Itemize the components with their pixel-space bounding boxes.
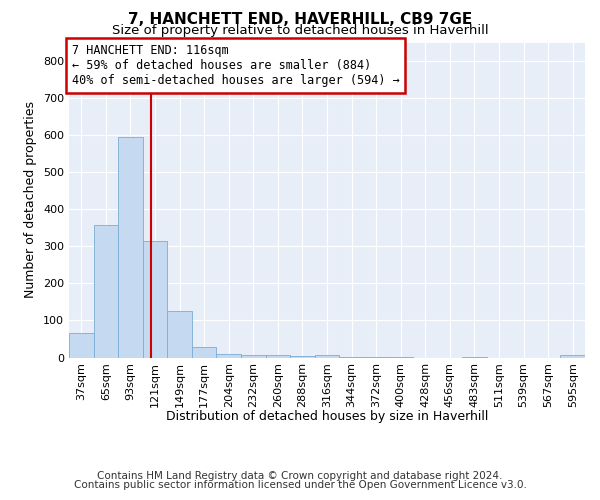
Text: 7, HANCHETT END, HAVERHILL, CB9 7GE: 7, HANCHETT END, HAVERHILL, CB9 7GE: [128, 12, 472, 28]
Bar: [94, 225, 118, 358]
Bar: [266, 354, 290, 358]
Bar: [118, 136, 143, 358]
Bar: [290, 356, 315, 358]
Bar: [560, 354, 585, 358]
Bar: [167, 311, 192, 358]
Y-axis label: Number of detached properties: Number of detached properties: [25, 102, 37, 298]
Bar: [241, 354, 266, 358]
Bar: [217, 354, 241, 358]
X-axis label: Distribution of detached houses by size in Haverhill: Distribution of detached houses by size …: [166, 410, 488, 424]
Bar: [315, 354, 339, 358]
Bar: [69, 334, 94, 357]
Bar: [192, 347, 217, 358]
Text: Contains HM Land Registry data © Crown copyright and database right 2024.: Contains HM Land Registry data © Crown c…: [97, 471, 503, 481]
Text: 7 HANCHETT END: 116sqm
← 59% of detached houses are smaller (884)
40% of semi-de: 7 HANCHETT END: 116sqm ← 59% of detached…: [71, 44, 400, 87]
Text: Contains public sector information licensed under the Open Government Licence v3: Contains public sector information licen…: [74, 480, 526, 490]
Bar: [143, 241, 167, 358]
Text: Size of property relative to detached houses in Haverhill: Size of property relative to detached ho…: [112, 24, 488, 37]
